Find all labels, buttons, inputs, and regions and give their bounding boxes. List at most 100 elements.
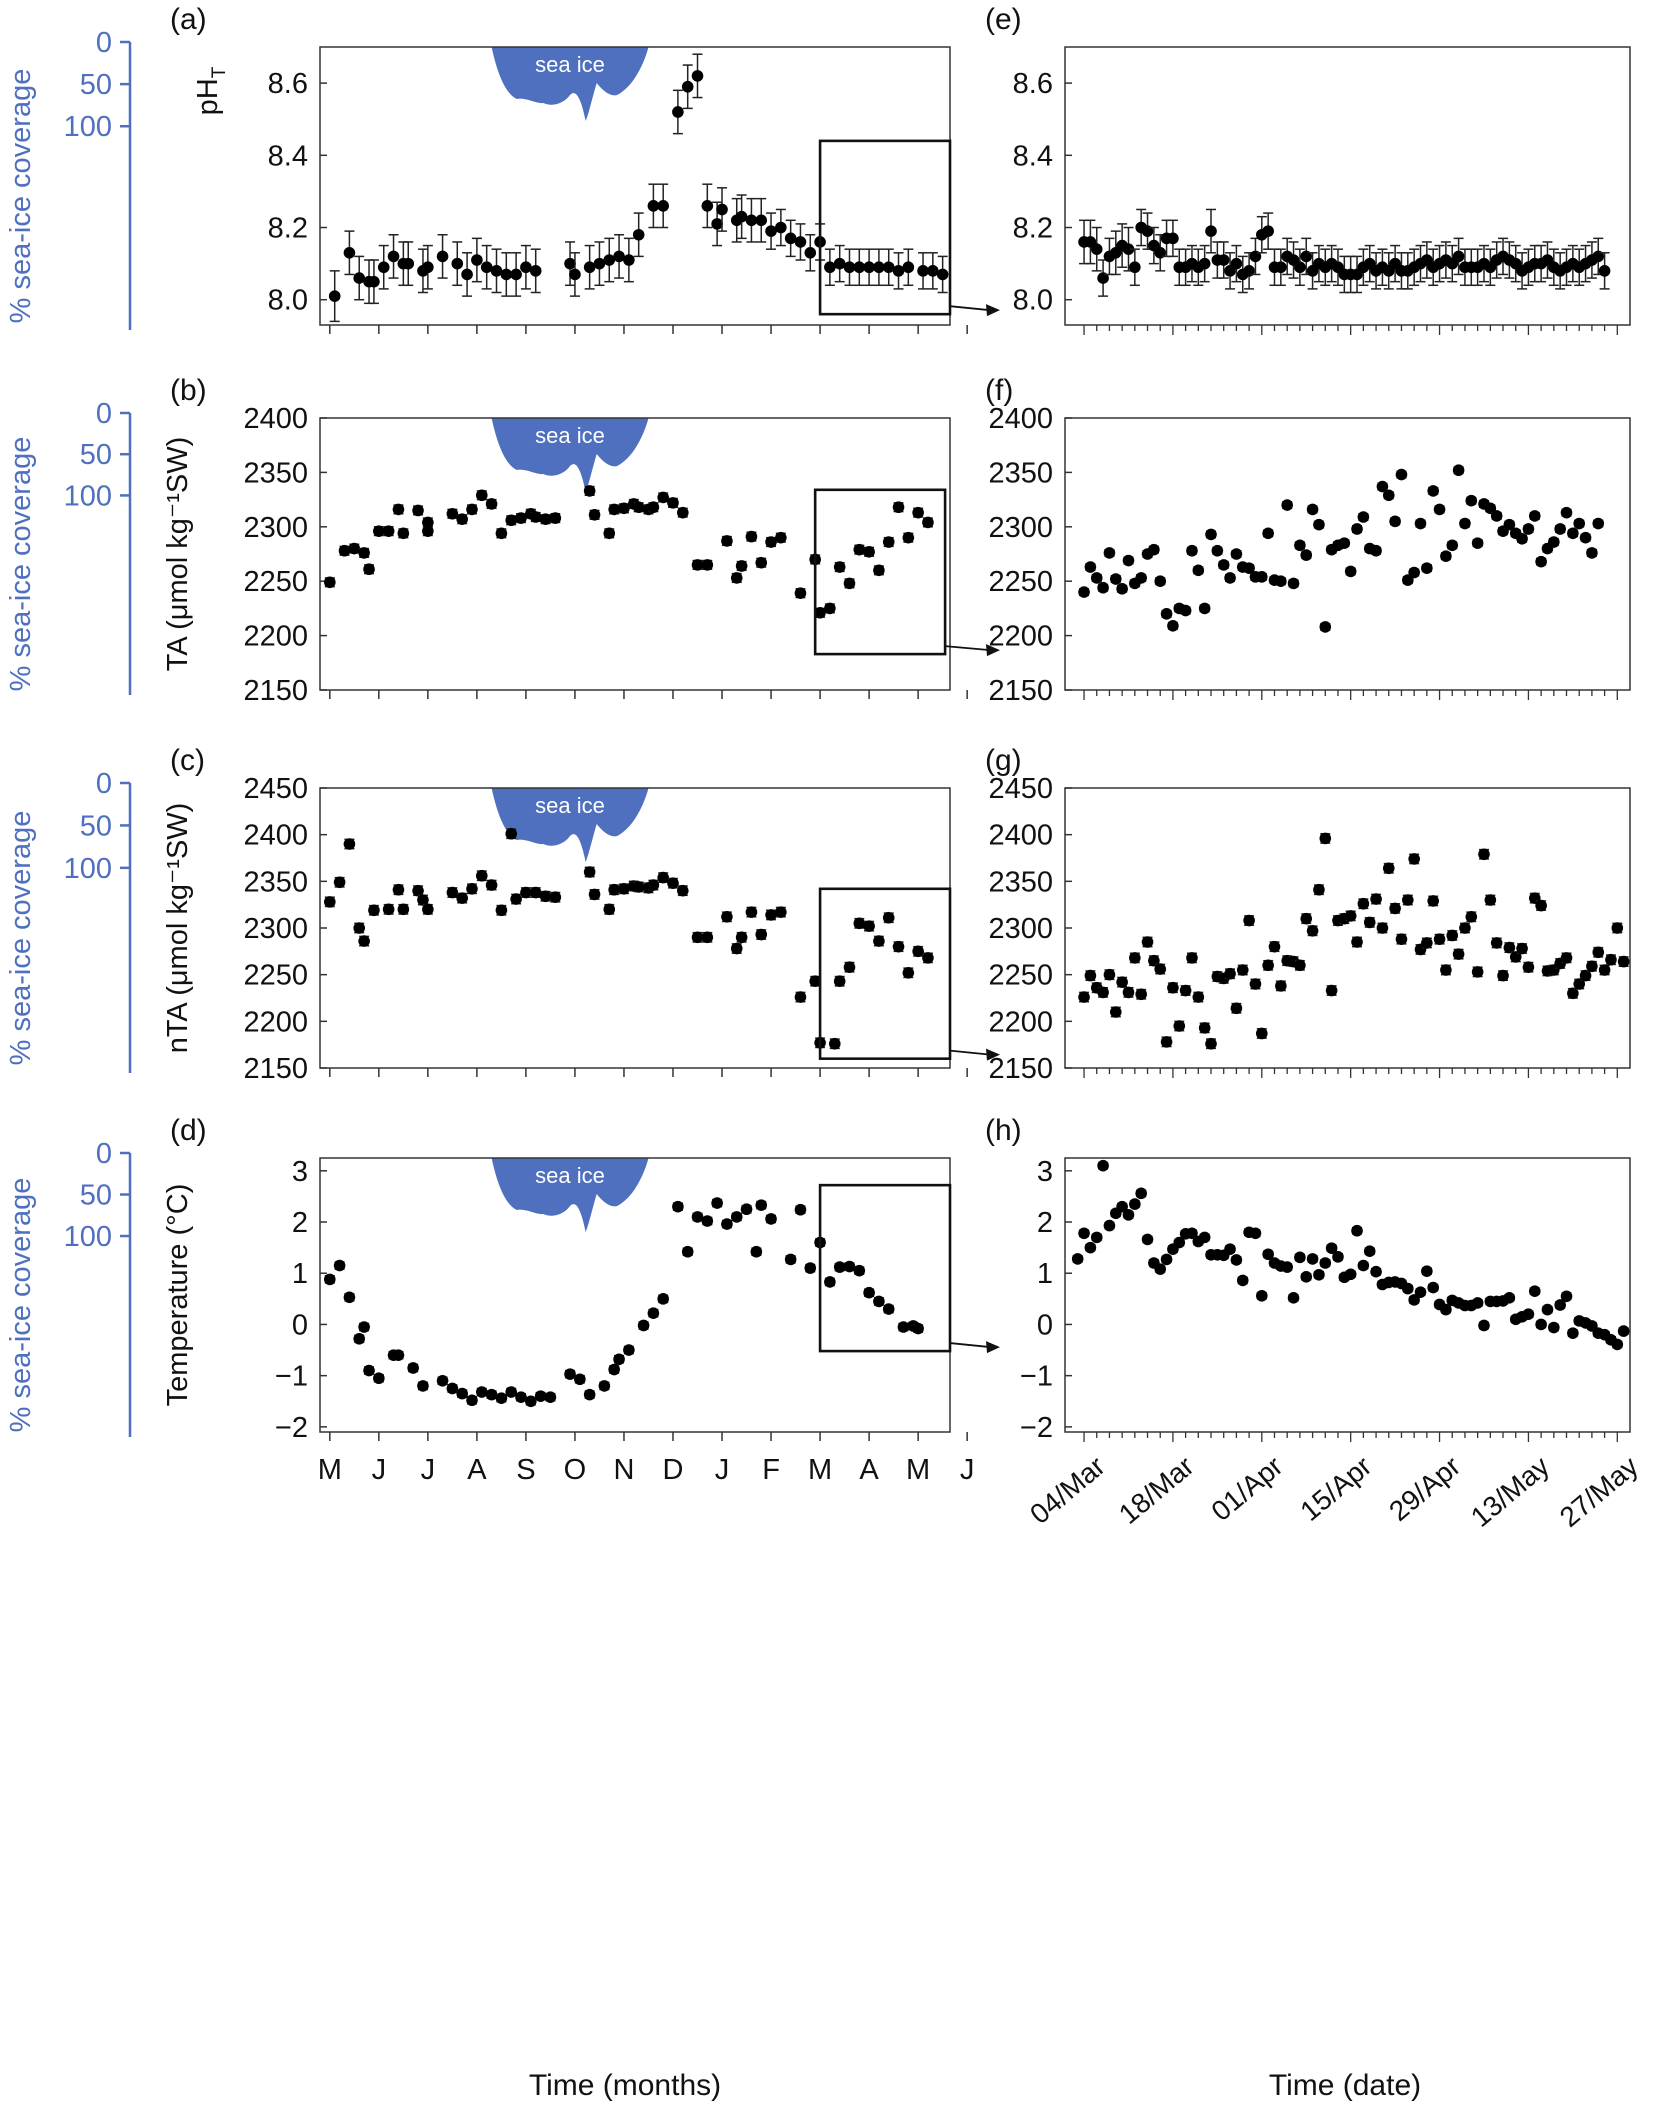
data-point: [1490, 937, 1503, 949]
data-point: [1522, 1308, 1535, 1321]
data-point: [1560, 952, 1573, 964]
data-point: [632, 501, 645, 514]
sea-ice-label: sea ice: [535, 423, 605, 448]
y-axis-title-sub: T: [209, 66, 230, 78]
data-marker: [716, 203, 728, 216]
data-point: [1262, 527, 1274, 540]
data-point: [613, 1353, 625, 1366]
data-marker: [927, 265, 939, 277]
data-marker: [1205, 225, 1217, 237]
data-point: [1319, 1257, 1332, 1269]
data-point: [1192, 991, 1205, 1003]
data-point: [1363, 916, 1376, 929]
data-point: [382, 525, 395, 537]
data-point: [505, 827, 518, 840]
data-point: [1395, 933, 1408, 945]
data-point: [917, 252, 929, 290]
y-tick-label: 2300: [988, 913, 1053, 945]
data-marker: [1294, 539, 1306, 552]
x-tick-label: N: [613, 1454, 634, 1486]
data-marker: [833, 1261, 846, 1273]
data-point: [1097, 1159, 1109, 1172]
y-tick-label: −2: [1020, 1412, 1053, 1444]
data-point: [1281, 1261, 1293, 1273]
data-point: [402, 241, 415, 287]
data-marker: [1402, 894, 1414, 906]
data-marker: [510, 268, 522, 281]
data-point: [358, 935, 370, 947]
data-marker: [387, 250, 400, 263]
data-point: [500, 252, 513, 297]
panel-e: (e) 8.0 8.2 8.4 8.6: [985, 3, 1631, 335]
data-marker: [1427, 1281, 1440, 1294]
data-point: [1129, 248, 1141, 287]
data-point: [681, 1245, 694, 1258]
data-marker: [730, 942, 743, 955]
data-marker: [711, 1197, 723, 1209]
data-marker: [1319, 621, 1332, 633]
data-marker: [902, 261, 915, 274]
data-point: [583, 1388, 596, 1401]
data-marker: [691, 70, 704, 82]
data-point: [1275, 980, 1287, 992]
data-marker: [324, 1273, 336, 1286]
data-point: [681, 64, 694, 110]
data-point: [1389, 902, 1401, 915]
data-point: [1548, 1321, 1560, 1334]
sea-ice-shape: [491, 1158, 649, 1232]
data-point: [510, 252, 522, 297]
data-point: [1211, 544, 1224, 557]
data-marker: [603, 527, 616, 540]
data-point: [608, 503, 620, 516]
data-point: [1478, 1319, 1490, 1332]
data-point: [1262, 959, 1274, 972]
data-marker: [353, 272, 366, 284]
data-marker: [1084, 1241, 1097, 1254]
data-point: [1617, 1325, 1630, 1337]
data-point: [539, 890, 552, 903]
data-marker: [1141, 1233, 1154, 1246]
sea-ice-axis: 0 50 100 % sea-ice coverage: [5, 27, 132, 330]
panel-c: (c) sea ice 2150 2200 2250 2300 2350 2400 2450 nT…: [162, 744, 1000, 1085]
data-marker: [1090, 243, 1103, 255]
data-point: [1528, 1285, 1541, 1297]
data-point: [1389, 244, 1401, 283]
data-point: [912, 945, 924, 958]
data-marker: [1433, 503, 1446, 516]
data-point: [721, 535, 733, 547]
data-point: [1294, 248, 1306, 287]
data-point: [1205, 528, 1217, 541]
data-marker: [1503, 518, 1516, 531]
data-point: [505, 514, 518, 527]
data-point: [1421, 241, 1433, 279]
data-marker: [407, 1362, 419, 1374]
data-marker: [784, 1253, 797, 1266]
data-marker: [1484, 894, 1497, 906]
data-point: [1357, 1259, 1370, 1272]
data-point: [510, 893, 522, 905]
sea-ice-tick-label: 100: [64, 480, 112, 512]
data-marker: [583, 1388, 596, 1401]
data-point: [892, 252, 905, 290]
data-marker: [691, 559, 704, 571]
y-tick-label: 2350: [988, 457, 1053, 489]
data-point: [775, 906, 787, 918]
data-point: [1414, 517, 1427, 530]
data-marker: [794, 991, 807, 1003]
data-marker: [353, 922, 366, 934]
data-point: [436, 1374, 449, 1387]
data-marker: [1440, 550, 1452, 562]
data-marker: [765, 536, 777, 548]
data-point: [1141, 212, 1154, 250]
data-marker: [1122, 1209, 1135, 1221]
data-marker: [422, 903, 434, 916]
x-tick-label: 13/May: [1465, 1450, 1555, 1533]
data-marker: [1611, 1338, 1624, 1351]
panel-h: (h) −2 −1 0 1 2 3 04/Mar 18/Mar 01/Apr 15/Apr 29/Ap…: [985, 1114, 1644, 1533]
data-marker: [422, 525, 434, 537]
data-marker: [588, 888, 601, 901]
data-point: [1440, 964, 1452, 976]
data-point: [539, 513, 552, 525]
data-point: [1122, 554, 1135, 567]
panel-a: (a) sea ice 8.0 8.2 8.4 8.6 pHT: [170, 3, 1000, 334]
